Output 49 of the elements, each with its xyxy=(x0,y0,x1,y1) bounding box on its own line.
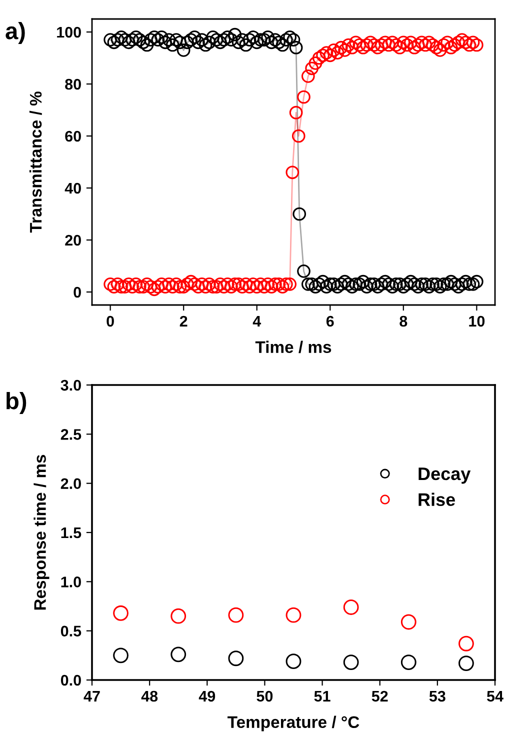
legend-label: Decay xyxy=(418,468,471,484)
x-tick-label: 50 xyxy=(256,690,273,702)
y-tick-label: 80 xyxy=(65,78,81,90)
text: a) xyxy=(6,22,25,44)
y-tick-label: 60 xyxy=(65,130,81,142)
point xyxy=(286,654,302,670)
x-tick-label: 2 xyxy=(180,316,188,326)
point xyxy=(343,600,359,615)
y-tick-label: 0.5 xyxy=(60,626,82,637)
x-tick-label: 49 xyxy=(198,690,216,702)
y-tick-label: 100 xyxy=(57,26,81,38)
x-tick-label: 8 xyxy=(400,316,408,327)
point xyxy=(113,648,128,664)
legend-label: Rise xyxy=(418,492,456,506)
point xyxy=(228,607,244,623)
x-tick-label: 4 xyxy=(252,316,262,326)
y-axis-title: Transmittance / % xyxy=(29,92,42,233)
y-tick-label: 1.5 xyxy=(61,528,82,538)
y-tick-label: 0.0 xyxy=(60,674,81,686)
y-axis-title: Response time / ms xyxy=(34,454,50,610)
y-tick-label: 20 xyxy=(65,234,81,246)
point xyxy=(400,614,416,630)
x-tick-label: 0 xyxy=(106,316,114,327)
x-tick-label: 10 xyxy=(469,316,485,327)
point xyxy=(170,646,186,662)
x-tick-label: 51 xyxy=(314,690,330,702)
x-tick-label: 47 xyxy=(84,690,100,702)
point xyxy=(286,607,302,623)
x-tick-label: 52 xyxy=(372,690,388,702)
text: b) xyxy=(6,392,26,414)
point xyxy=(170,608,186,624)
y-tick-label: 3.0 xyxy=(60,380,81,391)
x-axis-title: Temperature / °C xyxy=(228,716,360,732)
x-tick-label: 48 xyxy=(141,690,158,702)
point xyxy=(113,605,128,621)
point xyxy=(458,636,474,652)
point xyxy=(228,650,244,666)
x-tick-label: 53 xyxy=(429,690,446,702)
x-axis-title: Time / ms xyxy=(255,340,332,354)
x-tick-label: 54 xyxy=(486,690,504,702)
y-tick-label: 40 xyxy=(64,182,81,194)
point xyxy=(458,656,474,671)
x-tick-label: 6 xyxy=(326,316,334,327)
y-tick-label: 2.5 xyxy=(60,429,82,440)
point xyxy=(343,654,359,670)
y-tick-label: 1.0 xyxy=(61,576,81,588)
y-tick-label: 2.0 xyxy=(60,478,81,490)
point xyxy=(400,654,416,670)
y-tick-label: 0 xyxy=(74,286,81,298)
